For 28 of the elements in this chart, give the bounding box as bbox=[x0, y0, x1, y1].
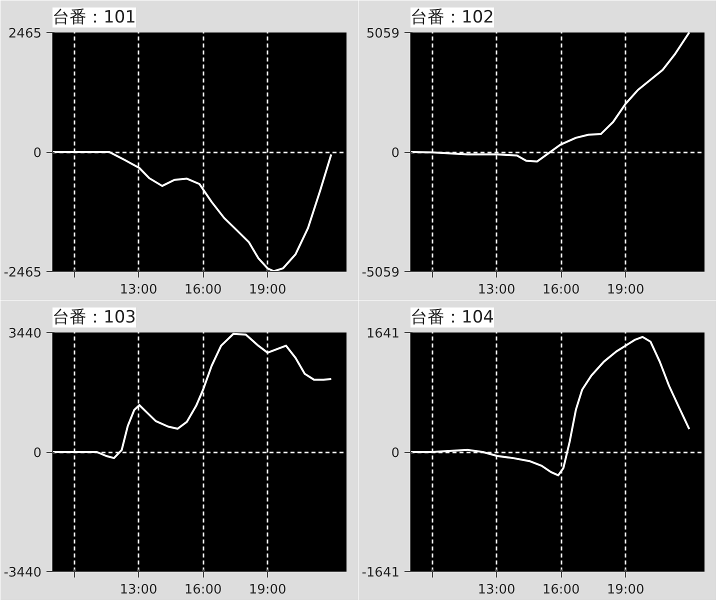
x-tick-label: 16:00 bbox=[542, 582, 580, 598]
chart-title: 台番：103 bbox=[52, 308, 136, 328]
y-tick-label: 3440 bbox=[8, 326, 42, 342]
x-tick-label: 19:00 bbox=[606, 282, 644, 298]
y-tick-label: -3440 bbox=[4, 566, 42, 580]
y-tick-label: -2465 bbox=[4, 266, 42, 280]
x-tick-label: 13:00 bbox=[478, 582, 516, 598]
y-tick-label: 5059 bbox=[366, 26, 400, 42]
chart-title: 台番：102 bbox=[410, 8, 494, 28]
x-tick-label: 13:00 bbox=[478, 282, 516, 298]
x-tick-label: 16:00 bbox=[542, 282, 580, 298]
x-tick-label: 16:00 bbox=[184, 282, 222, 298]
chart-title: 台番：104 bbox=[410, 308, 494, 328]
x-tick-label: 19:00 bbox=[248, 582, 286, 598]
y-tick-label: 0 bbox=[33, 146, 42, 161]
y-tick-label: 0 bbox=[391, 446, 400, 461]
y-tick-label: 0 bbox=[33, 446, 42, 461]
chart-title: 台番：101 bbox=[52, 8, 136, 28]
y-tick-label: 2465 bbox=[8, 26, 42, 42]
x-tick-label: 19:00 bbox=[248, 282, 286, 298]
y-tick-label: 1641 bbox=[366, 326, 400, 342]
y-tick-label: -5059 bbox=[362, 266, 400, 280]
x-tick-label: 19:00 bbox=[606, 582, 644, 598]
x-tick-label: 16:00 bbox=[184, 582, 222, 598]
y-tick-label: -1641 bbox=[362, 566, 400, 580]
x-tick-label: 13:00 bbox=[120, 582, 158, 598]
y-tick-label: 0 bbox=[391, 146, 400, 161]
x-tick-label: 13:00 bbox=[120, 282, 158, 298]
